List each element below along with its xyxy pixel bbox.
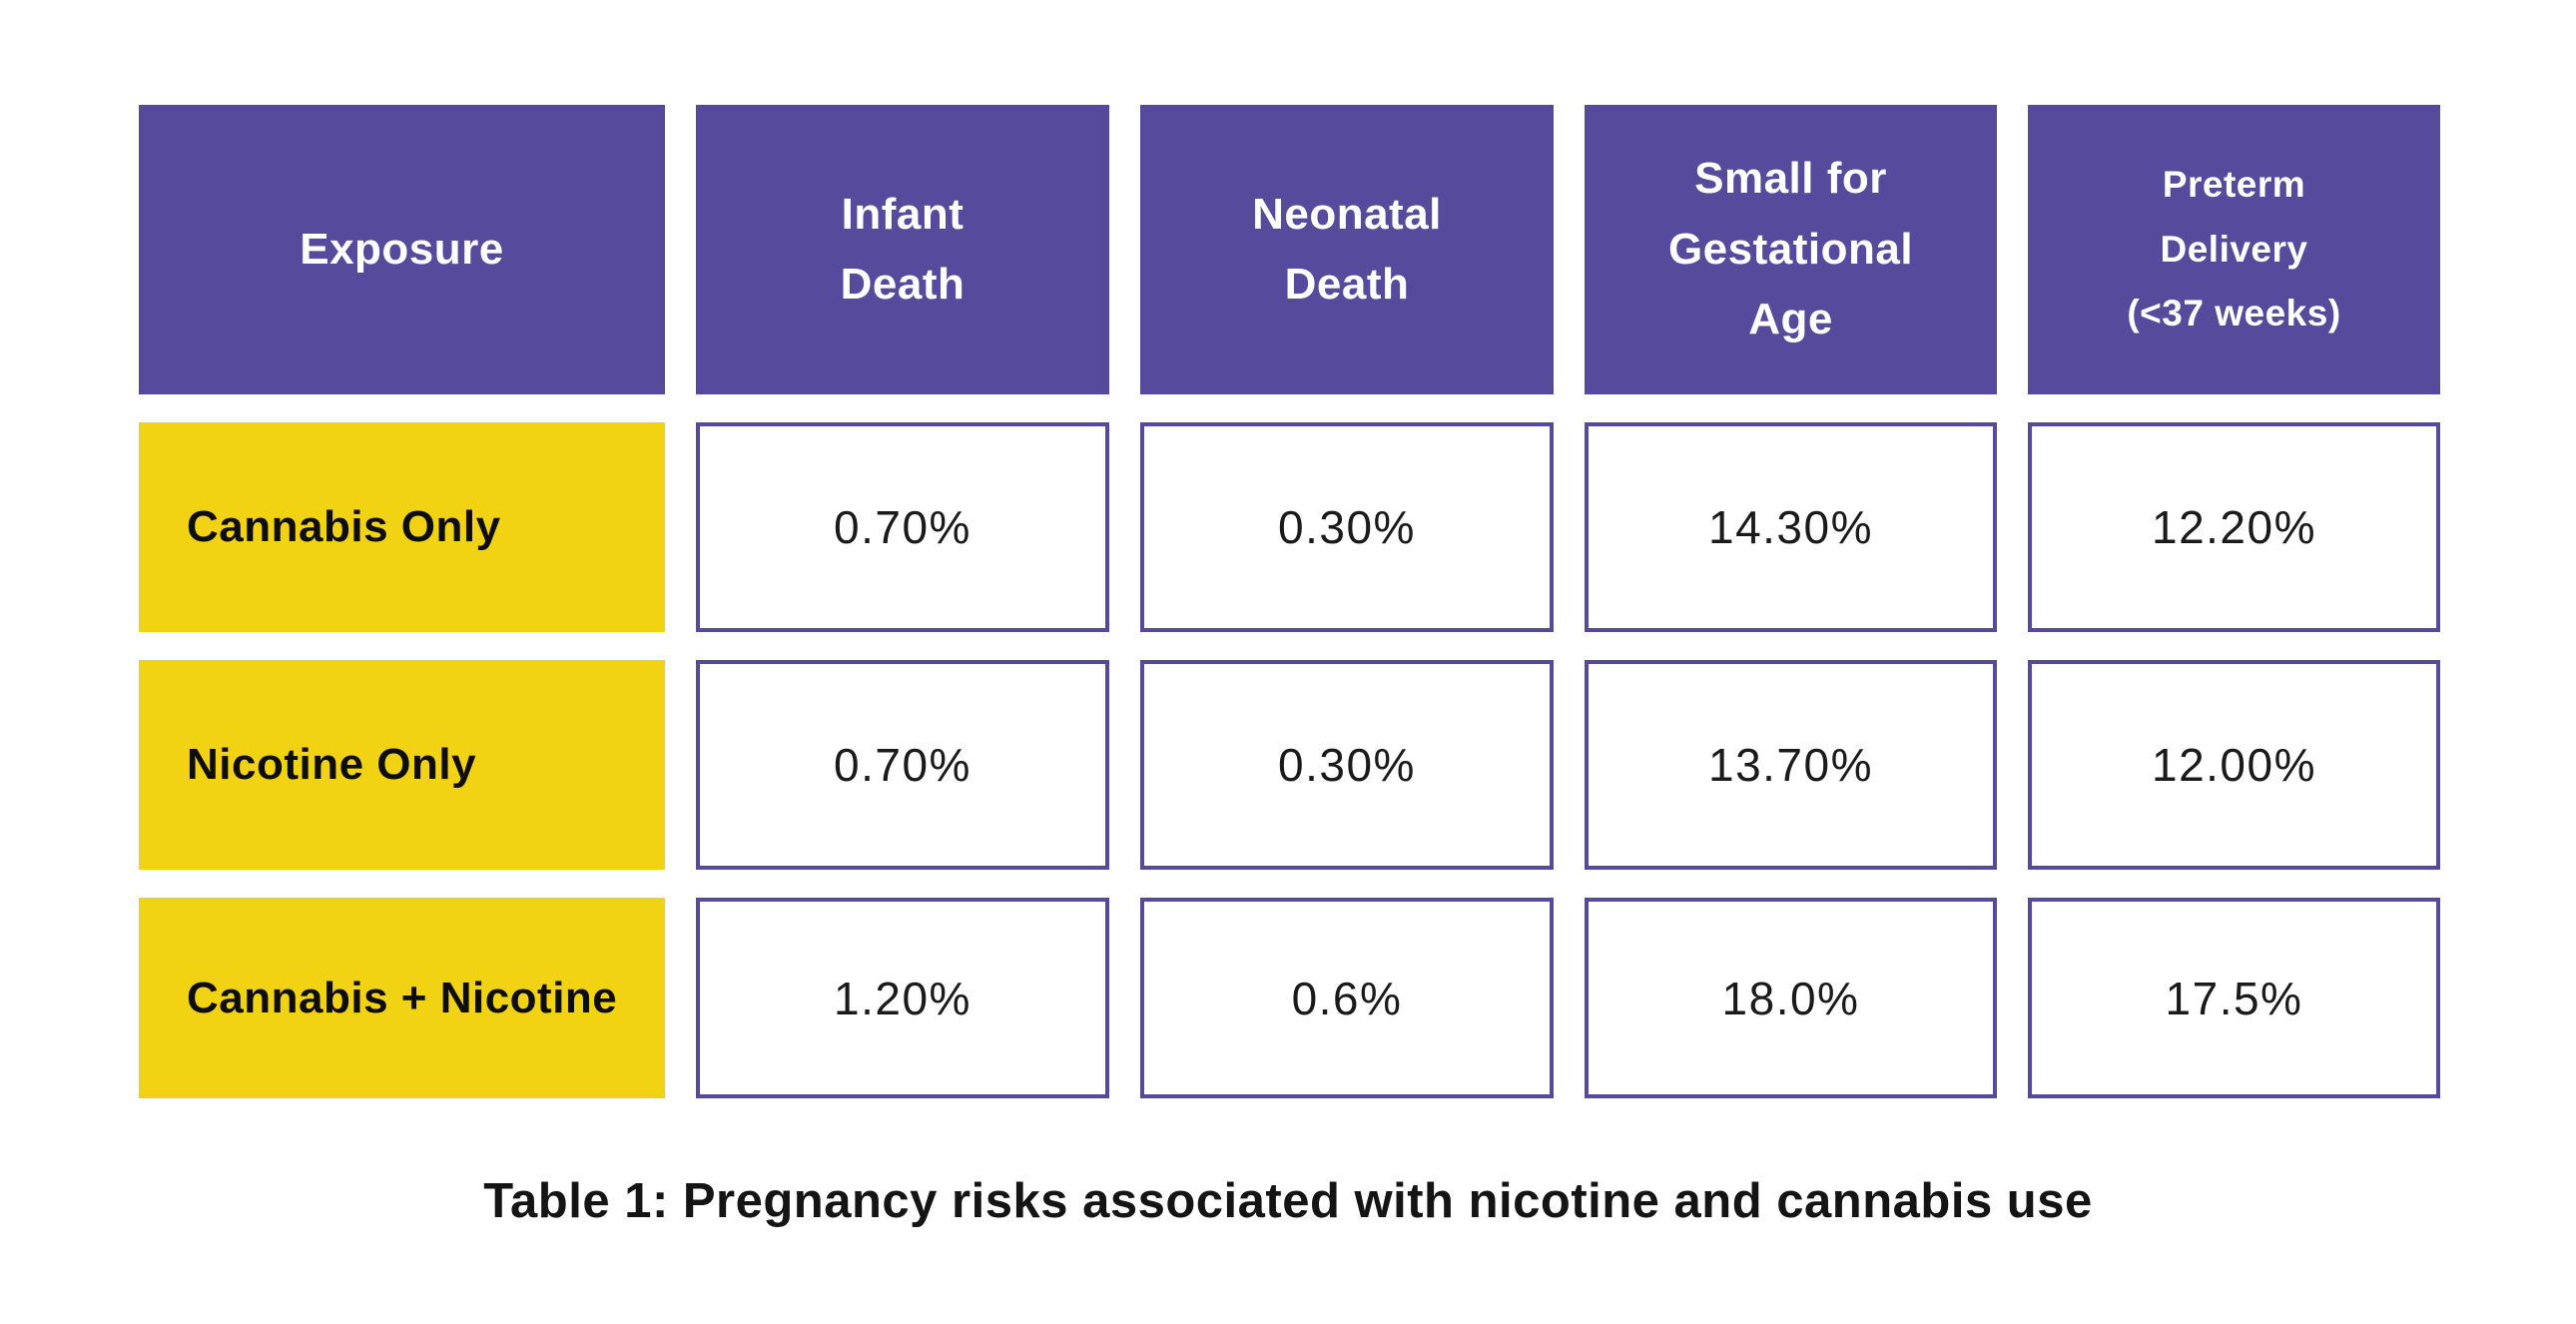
cell-nicotine-only-small-for-gestational-age: 13.70% <box>1585 660 1997 870</box>
cell-cannabis-only-neonatal-death: 0.30% <box>1140 422 1554 632</box>
column-header-infant-death: Infant Death <box>696 105 1109 394</box>
row-label-cannabis-only: Cannabis Only <box>139 422 665 632</box>
cell-cannabis-only-infant-death: 0.70% <box>696 422 1109 632</box>
row-label-nicotine-only: Nicotine Only <box>139 660 665 870</box>
column-header-exposure: Exposure <box>139 105 665 394</box>
column-header-preterm-delivery: Preterm Delivery (<37 weeks) <box>2028 105 2440 394</box>
cell-cannabis-only-preterm-delivery: 12.20% <box>2028 422 2440 632</box>
table-caption: Table 1: Pregnancy risks associated with… <box>483 1174 2093 1228</box>
cell-cannabis-only-small-for-gestational-age: 14.30% <box>1585 422 1997 632</box>
cell-cannabis-plus-nicotine-neonatal-death: 0.6% <box>1140 898 1554 1098</box>
cell-nicotine-only-neonatal-death: 0.30% <box>1140 660 1554 870</box>
pregnancy-risk-table: Exposure Infant Death Neonatal Death Sma… <box>139 105 2440 1098</box>
column-header-neonatal-death: Neonatal Death <box>1140 105 1554 394</box>
cell-cannabis-plus-nicotine-small-for-gestational-age: 18.0% <box>1585 898 1997 1098</box>
cell-nicotine-only-infant-death: 0.70% <box>696 660 1109 870</box>
cell-cannabis-plus-nicotine-preterm-delivery: 17.5% <box>2028 898 2440 1098</box>
column-header-small-for-gestational-age: Small for Gestational Age <box>1585 105 1997 394</box>
cell-cannabis-plus-nicotine-infant-death: 1.20% <box>696 898 1109 1098</box>
row-label-cannabis-plus-nicotine: Cannabis + Nicotine <box>139 898 665 1098</box>
cell-nicotine-only-preterm-delivery: 12.00% <box>2028 660 2440 870</box>
